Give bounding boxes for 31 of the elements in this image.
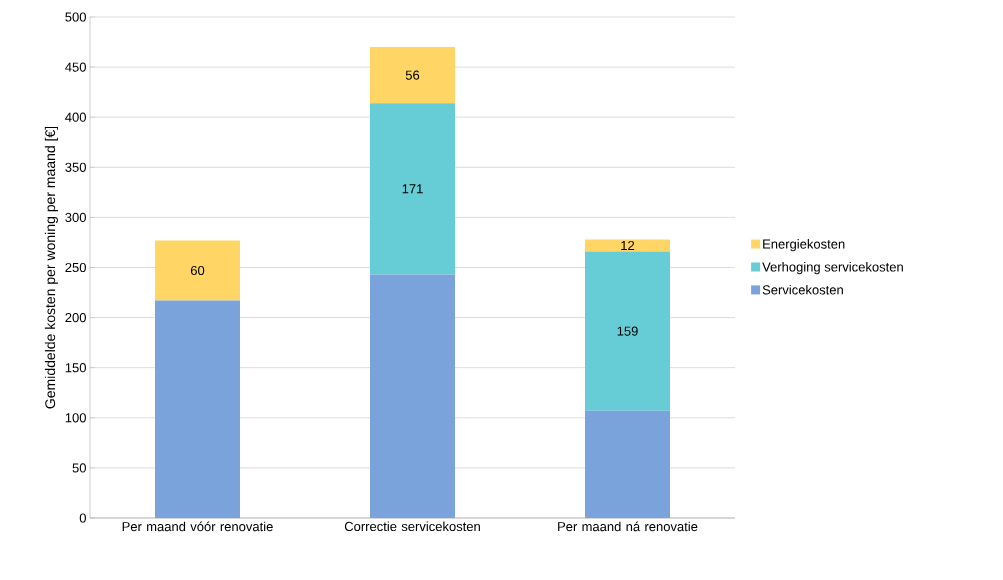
y-tick-label: 400 (65, 112, 86, 122)
bar (585, 251, 670, 411)
y-tick-label: 350 (65, 162, 86, 172)
legend-label: Energiekosten (763, 239, 845, 252)
bar (370, 274, 456, 518)
bar (155, 300, 241, 518)
legend-label: Verhoging servicekosten (762, 262, 903, 275)
y-tick-label: 500 (65, 12, 86, 22)
y-tick-label: 100 (65, 413, 86, 423)
bar (155, 240, 241, 301)
bar (370, 103, 456, 275)
bar (585, 239, 670, 252)
data-label: 171 (402, 184, 423, 194)
x-tick-label: Per maand ná renovatie (558, 521, 698, 532)
y-tick-label: 450 (65, 62, 86, 72)
y-tick-label: 150 (65, 363, 86, 373)
x-tick-label: Correctie servicekosten (344, 521, 480, 532)
y-tick-label: 50 (72, 463, 86, 473)
y-tick-label: 0 (79, 513, 86, 523)
bar (370, 47, 456, 104)
y-tick-label: 200 (65, 312, 86, 323)
y-tick-label: 300 (65, 212, 86, 222)
y-tick-label: 250 (65, 262, 86, 273)
data-label: 12 (621, 240, 635, 250)
y-axis-title: Gemiddelde kosten per woning per maand [€] (44, 126, 58, 409)
data-label: 60 (190, 265, 205, 276)
x-tick-label: Per maand vóór renovatie (122, 521, 273, 532)
bar (585, 410, 670, 518)
data-label: 56 (405, 70, 420, 80)
legend-label: Servicekosten (762, 284, 843, 295)
data-label: 159 (617, 326, 638, 336)
